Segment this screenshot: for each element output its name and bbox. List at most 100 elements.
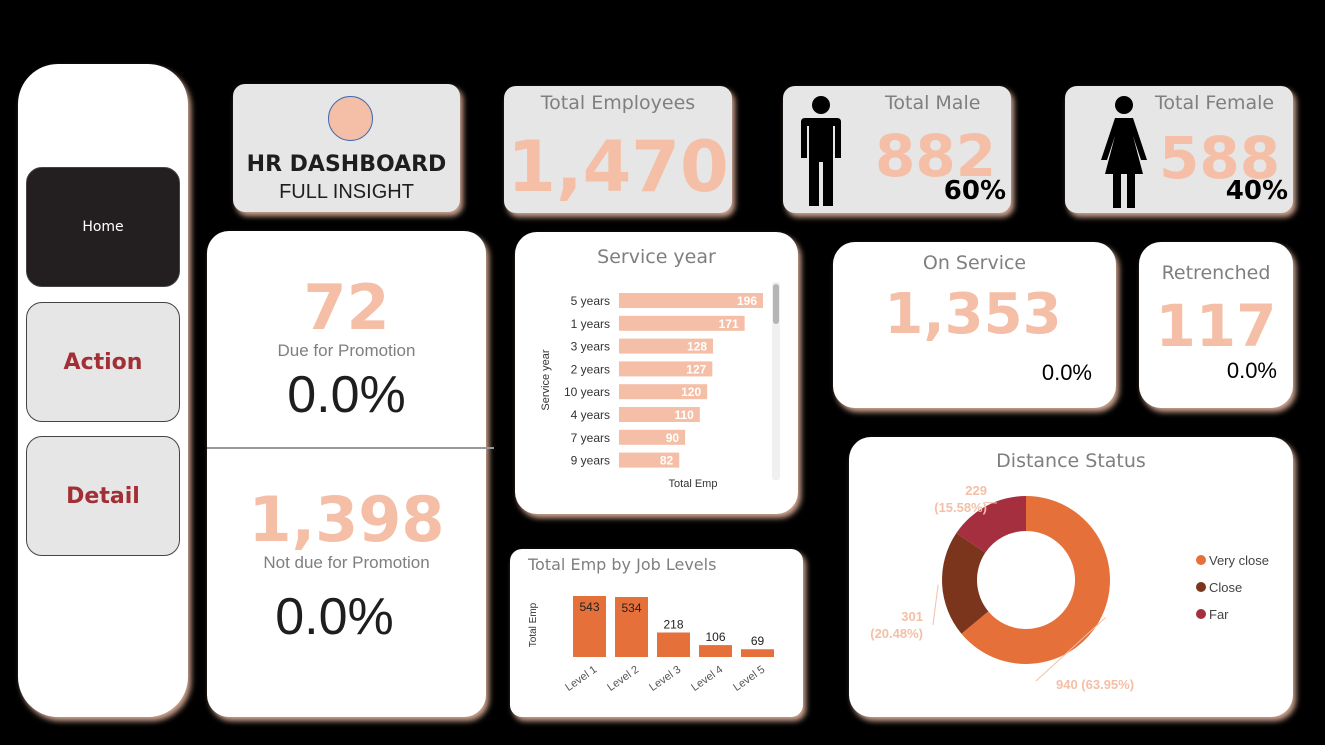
nav-detail-label: Detail bbox=[66, 483, 140, 509]
due-promotion-label: Due for Promotion bbox=[277, 341, 416, 360]
job-level-data-label: 218 bbox=[663, 618, 683, 632]
due-promotion-value: 72 bbox=[303, 271, 390, 344]
job-level-tick-label: Level 4 bbox=[689, 664, 725, 694]
retrenched-card: Retrenched 117 0.0% bbox=[1139, 242, 1293, 408]
title-card: HR DASHBOARD FULL INSIGHT bbox=[233, 84, 460, 212]
retrenched-value: 117 bbox=[1155, 292, 1277, 360]
promotion-card: 72 Due for Promotion 0.0% 1,398 Not due … bbox=[207, 231, 486, 717]
retrenched-pct: 0.0% bbox=[1226, 358, 1277, 383]
job-levels-chart: Total Emp 543 Level 1 534 Level 2 218 Level 3… bbox=[528, 596, 774, 694]
distance-data-label: 301 bbox=[901, 609, 923, 624]
service-year-tick-label: 3 years bbox=[571, 340, 610, 354]
service-year-data-label: 120 bbox=[681, 385, 701, 399]
job-level-tick-label: Level 5 bbox=[731, 664, 767, 694]
due-promotion-pct: 0.0% bbox=[287, 366, 406, 424]
service-year-bar[interactable] bbox=[619, 361, 713, 377]
sidebar: Home Action Detail bbox=[18, 64, 188, 717]
distance-slice[interactable] bbox=[961, 496, 1110, 664]
service-year-bar[interactable] bbox=[619, 293, 763, 308]
service-year-bar[interactable] bbox=[619, 315, 745, 331]
job-level-bar[interactable] bbox=[573, 596, 606, 657]
job-levels-card: Total Emp by Job Levels Total Emp 543 Lev… bbox=[510, 549, 803, 717]
nav-home-button[interactable]: Home bbox=[26, 167, 180, 287]
service-year-bar[interactable] bbox=[619, 384, 708, 400]
service-year-data-label: 171 bbox=[719, 317, 739, 331]
not-due-promotion-label: Not due for Promotion bbox=[263, 553, 430, 572]
legend-entry[interactable]: Close bbox=[1209, 580, 1242, 595]
distance-data-label: (15.58%) bbox=[934, 500, 987, 515]
distance-leader-line bbox=[984, 501, 998, 504]
job-level-bar[interactable] bbox=[615, 597, 648, 657]
service-year-bar[interactable] bbox=[619, 407, 700, 422]
service-year-tick-label: 4 years bbox=[571, 408, 610, 422]
job-level-data-label: 69 bbox=[751, 634, 765, 648]
job-level-tick-label: Level 1 bbox=[563, 664, 599, 694]
total-employees-card: Total Employees 1,470 bbox=[504, 86, 732, 213]
distance-leader-line bbox=[932, 584, 939, 626]
distance-data-label: (20.48%) bbox=[870, 626, 923, 641]
legend-entry[interactable]: Far bbox=[1209, 607, 1229, 622]
total-male-label: Total Male bbox=[885, 92, 981, 114]
service-year-tick-label: 7 years bbox=[571, 431, 610, 445]
service-year-title: Service year bbox=[597, 246, 716, 268]
job-levels-title: Total Emp by Job Levels bbox=[528, 555, 717, 574]
service-year-ylabel: Service year bbox=[540, 349, 552, 410]
job-level-bar[interactable] bbox=[741, 649, 774, 657]
legend-marker-icon bbox=[1196, 582, 1206, 592]
service-year-scroll-thumb[interactable] bbox=[773, 284, 779, 324]
on-service-pct: 0.0% bbox=[1041, 360, 1092, 385]
distance-slice[interactable] bbox=[942, 533, 989, 634]
job-levels-ylabel: Total Emp bbox=[528, 602, 539, 647]
logo-circle-icon bbox=[328, 96, 373, 141]
distance-status-card: Distance Status 940 (63.95%) 301 (20.48%) 2… bbox=[849, 437, 1293, 717]
service-year-tick-label: 9 years bbox=[571, 454, 610, 468]
service-year-tick-label: 10 years bbox=[564, 385, 610, 399]
service-year-data-label: 128 bbox=[687, 340, 707, 354]
distance-data-label: 940 (63.95%) bbox=[1056, 677, 1134, 692]
total-male-value: 882 bbox=[875, 122, 997, 190]
distance-data-label: 229 bbox=[965, 483, 987, 498]
service-year-bar[interactable] bbox=[619, 452, 680, 468]
nav-action-button[interactable]: Action bbox=[26, 302, 180, 422]
on-service-label: On Service bbox=[922, 252, 1027, 274]
total-female-card: Total Female 588 40% bbox=[1065, 86, 1293, 213]
distance-status-title: Distance Status bbox=[996, 450, 1146, 472]
distance-slice[interactable] bbox=[956, 496, 1026, 553]
total-male-card: Total Male 882 60% bbox=[783, 86, 1011, 213]
not-due-promotion-value: 1,398 bbox=[248, 483, 445, 556]
total-male-pct: 60% bbox=[943, 176, 1006, 206]
total-female-label: Total Female bbox=[1155, 92, 1275, 114]
dashboard-title: HR DASHBOARD bbox=[246, 152, 447, 177]
distance-leader-line bbox=[1035, 616, 1107, 682]
job-level-data-label: 106 bbox=[705, 630, 725, 644]
service-year-scroll-track[interactable] bbox=[772, 282, 780, 480]
job-level-bar[interactable] bbox=[699, 645, 732, 657]
not-due-promotion-pct: 0.0% bbox=[275, 588, 394, 646]
male-person-icon bbox=[801, 96, 841, 206]
nav-home-label: Home bbox=[82, 219, 124, 235]
distance-status-chart: 940 (63.95%) 301 (20.48%) 229 (15.58%) Very c… bbox=[870, 483, 1269, 692]
female-person-icon bbox=[1101, 96, 1147, 208]
on-service-card: On Service 1,353 0.0% bbox=[833, 242, 1116, 408]
service-year-data-label: 82 bbox=[660, 454, 674, 468]
service-year-chart: Service year Total Emp 5 years 196 1 years… bbox=[540, 282, 780, 490]
service-year-bar[interactable] bbox=[619, 429, 686, 445]
legend-entry[interactable]: Very close bbox=[1209, 553, 1269, 568]
service-year-bar[interactable] bbox=[619, 338, 714, 354]
service-year-data-label: 90 bbox=[666, 431, 680, 445]
job-level-data-label: 534 bbox=[621, 601, 641, 615]
total-female-value: 588 bbox=[1159, 124, 1281, 192]
promotion-divider bbox=[207, 447, 494, 449]
job-level-tick-label: Level 2 bbox=[605, 664, 641, 694]
job-level-data-label: 543 bbox=[579, 600, 599, 614]
retrenched-label: Retrenched bbox=[1161, 262, 1271, 284]
service-year-card: Service year Service year Total Emp 5 ye… bbox=[515, 232, 798, 514]
service-year-xlabel: Total Emp bbox=[669, 478, 718, 490]
total-female-pct: 40% bbox=[1225, 176, 1288, 206]
nav-detail-button[interactable]: Detail bbox=[26, 436, 180, 556]
legend-marker-icon bbox=[1196, 609, 1206, 619]
job-level-bar[interactable] bbox=[657, 632, 690, 657]
job-level-tick-label: Level 3 bbox=[647, 664, 683, 694]
service-year-data-label: 110 bbox=[674, 408, 694, 422]
service-year-tick-label: 5 years bbox=[571, 294, 610, 308]
